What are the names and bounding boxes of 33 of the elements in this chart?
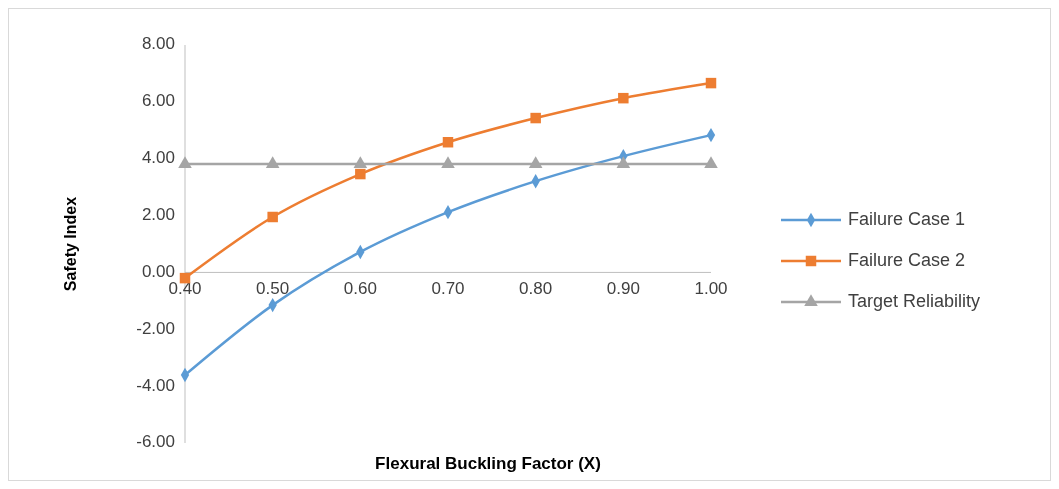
y-tick-label: 2.00 (141, 205, 175, 225)
x-tick-label: 0.90 (606, 279, 640, 299)
point (528, 156, 543, 169)
y-tick-label: 4.00 (141, 148, 175, 168)
y-tick-label: -2.00 (136, 318, 175, 338)
x-tick-label: 0.50 (256, 279, 290, 299)
x-tick-label: 0.70 (431, 279, 465, 299)
point (442, 136, 454, 148)
x-tick-label: 0.80 (519, 279, 553, 299)
y-tick-label: 6.00 (141, 91, 175, 111)
y-tick-label: 8.00 (141, 34, 175, 54)
legend-label: Failure Case 2 (848, 249, 966, 270)
point (616, 156, 631, 169)
y-tick-label: -4.00 (136, 375, 175, 395)
y-tick-label: -6.00 (136, 432, 175, 452)
point (265, 156, 280, 169)
point (704, 156, 718, 169)
point (267, 211, 278, 223)
x-tick-label: 1.00 (694, 279, 728, 299)
point (441, 156, 455, 169)
point (353, 156, 368, 169)
legend-label: Failure Case 1 (848, 208, 966, 229)
point (530, 112, 541, 124)
point (355, 168, 366, 180)
point (705, 77, 717, 89)
y-axis-title: Safety Index (62, 196, 79, 292)
point (618, 92, 629, 104)
point (178, 156, 192, 169)
x-tick-label: 0.40 (168, 279, 202, 299)
x-tick-label: 0.60 (343, 279, 377, 299)
legend-label: Target Reliability (848, 290, 981, 311)
y-tick-label: 0.00 (141, 261, 175, 281)
x-axis-title: Flexural Buckling Factor (X) (375, 454, 601, 473)
